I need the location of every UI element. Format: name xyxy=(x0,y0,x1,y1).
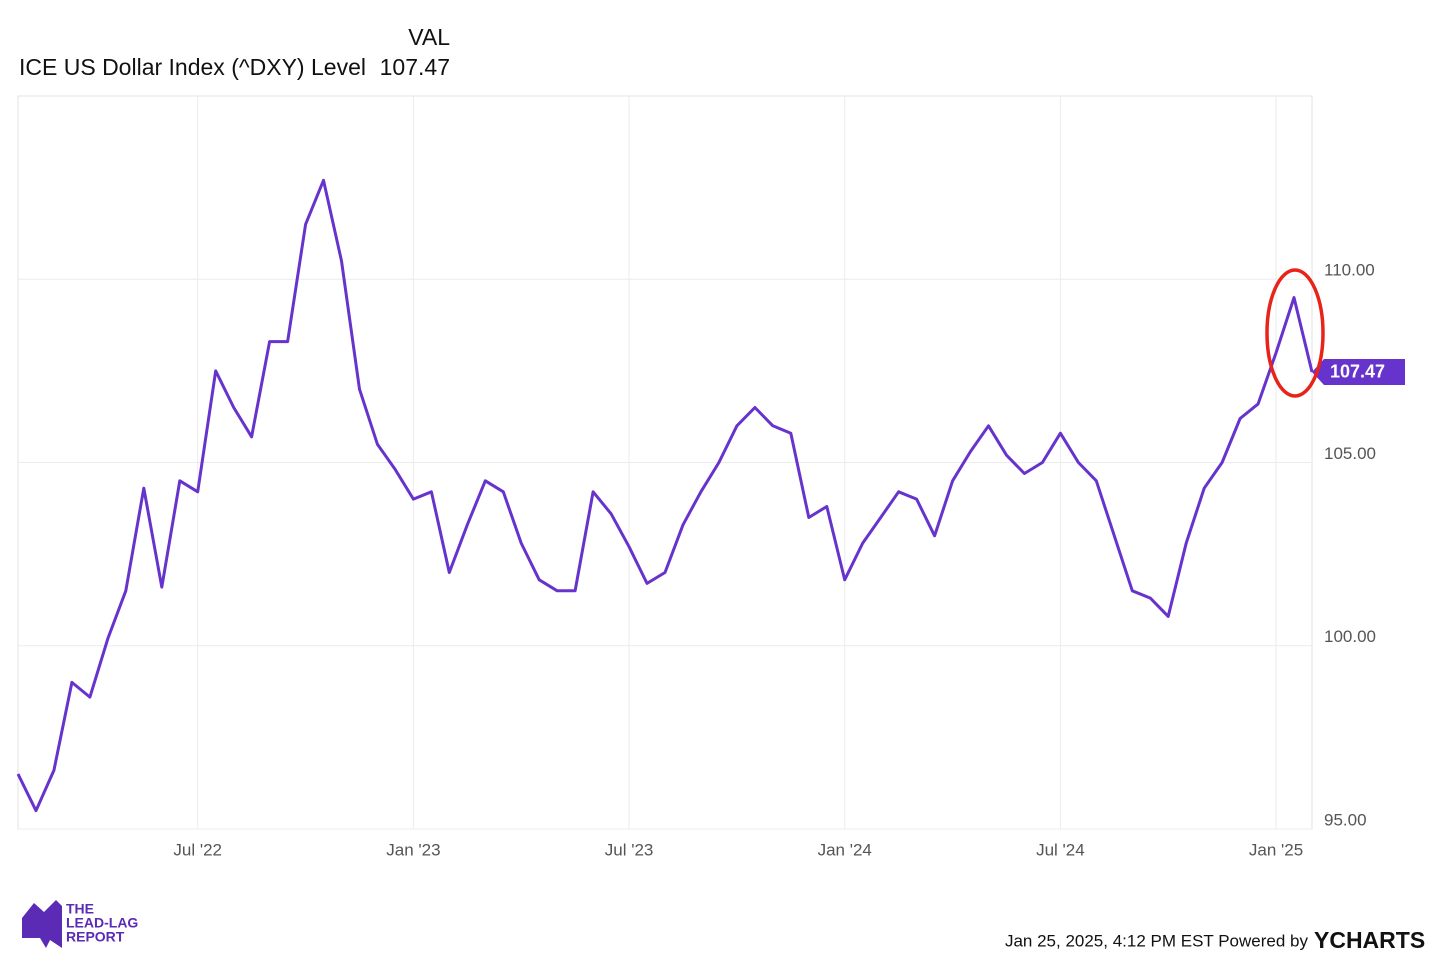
y-tick-label: 95.00 xyxy=(1324,810,1367,829)
x-tick-label: Jul '23 xyxy=(605,840,654,859)
legend-value: 107.47 xyxy=(380,54,450,80)
y-tick-label: 105.00 xyxy=(1324,444,1376,463)
logo-icon xyxy=(22,900,62,948)
x-tick-label: Jan '24 xyxy=(818,840,872,859)
logo-text: LEAD-LAG xyxy=(66,915,138,931)
logo-text: REPORT xyxy=(66,929,125,945)
x-tick-label: Jan '23 xyxy=(386,840,440,859)
legend-entry: ICE US Dollar Index (^DXY) Level xyxy=(19,54,366,80)
brand: YCHARTS xyxy=(1314,927,1425,953)
logo-text: THE xyxy=(66,901,94,917)
y-tick-label: 110.00 xyxy=(1324,261,1375,280)
y-tick-label: 100.00 xyxy=(1324,627,1376,646)
timestamp: Jan 25, 2025, 4:12 PM EST Powered by xyxy=(1005,931,1309,950)
value-header: VAL xyxy=(408,24,450,50)
x-tick-label: Jul '22 xyxy=(173,840,222,859)
last-value-tag xyxy=(1312,358,1405,385)
last-value-label: 107.47 xyxy=(1330,362,1385,382)
series-line xyxy=(16,178,1314,813)
x-tick-label: Jul '24 xyxy=(1036,840,1085,859)
highlight-circle xyxy=(1265,268,1325,398)
x-tick-label: Jan '25 xyxy=(1249,840,1303,859)
logo: THE LEAD-LAG REPORT xyxy=(22,900,138,948)
